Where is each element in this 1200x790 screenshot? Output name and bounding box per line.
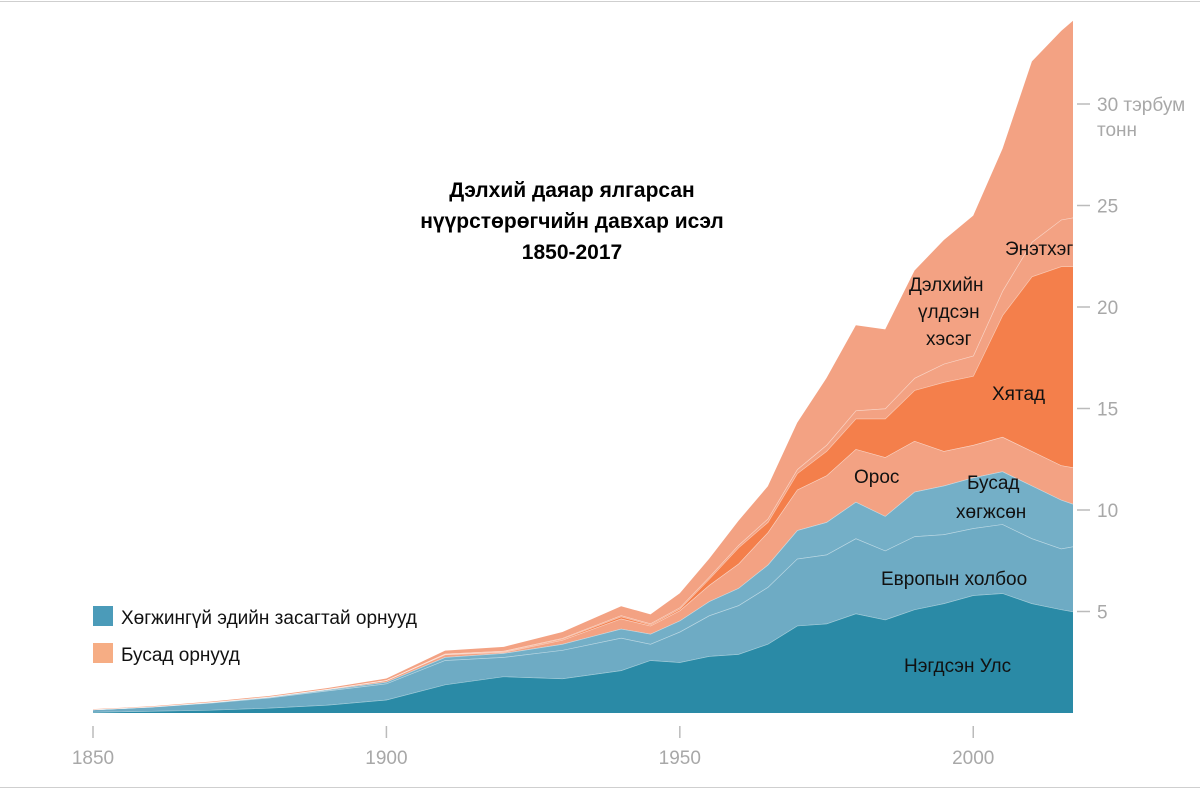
- area-3: [93, 436, 1073, 710]
- label-other-developed-1: Бусад: [967, 473, 1020, 494]
- x-axis: 1850 1900 1950 2000: [72, 726, 994, 769]
- x-tick-label-1950: 1950: [659, 748, 701, 769]
- x-tick-label-2000: 2000: [952, 748, 994, 769]
- label-russia: Орос: [854, 467, 899, 488]
- label-us: Нэгдсэн Улс: [904, 656, 1011, 677]
- label-rest-1: Дэлхийн: [909, 275, 983, 296]
- area-6: [93, 20, 1073, 710]
- label-eu: Европын холбоо: [881, 569, 1027, 590]
- y-axis: 5 10 15 20 25 30 тэрбум: [1077, 95, 1185, 624]
- legend-swatch-developed: [93, 606, 113, 626]
- area-1: [93, 524, 1073, 712]
- legend-swatch-other: [93, 643, 113, 663]
- legend-label-developed: Хөгжингүй эдийн засагтай орнууд: [121, 608, 417, 629]
- x-tick-label-1900: 1900: [365, 748, 407, 769]
- bottom-border: [0, 787, 1200, 788]
- y-tick-label-10: 10: [1097, 501, 1118, 522]
- chart-title-line-2: нүүрстөрөгчийн давхар исэл: [420, 210, 724, 233]
- areas-group: [92, 20, 1074, 713]
- chart-title-line-3: 1850-2017: [522, 241, 622, 264]
- y-tick-label-15: 15: [1097, 400, 1118, 421]
- x-tick-label-1850: 1850: [72, 748, 114, 769]
- label-rest-2: үлдсэн: [918, 302, 980, 323]
- y-tick-label-20: 20: [1097, 298, 1118, 319]
- y-unit-label: тонн: [1097, 120, 1137, 141]
- label-other-developed-2: хөгжсөн: [956, 502, 1026, 523]
- label-india: Энэтхэг: [1005, 239, 1073, 260]
- y-tick-label-5: 5: [1097, 603, 1108, 624]
- label-china: Хятад: [992, 384, 1045, 405]
- area-boundary-0: [92, 592, 1074, 713]
- y-tick-label-30: 30 тэрбум: [1097, 95, 1185, 116]
- area-0: [93, 593, 1073, 713]
- legend-label-other: Бусад орнууд: [121, 645, 240, 666]
- legend: Хөгжингүй эдийн засагтай орнууд Бусад ор…: [93, 606, 417, 666]
- chart-title-line-1: Дэлхий даяар ялгарсан: [449, 179, 694, 202]
- top-border: [0, 1, 1200, 2]
- label-rest-3: хэсэг: [926, 329, 972, 350]
- y-tick-label-25: 25: [1097, 197, 1118, 218]
- area-2: [93, 471, 1073, 710]
